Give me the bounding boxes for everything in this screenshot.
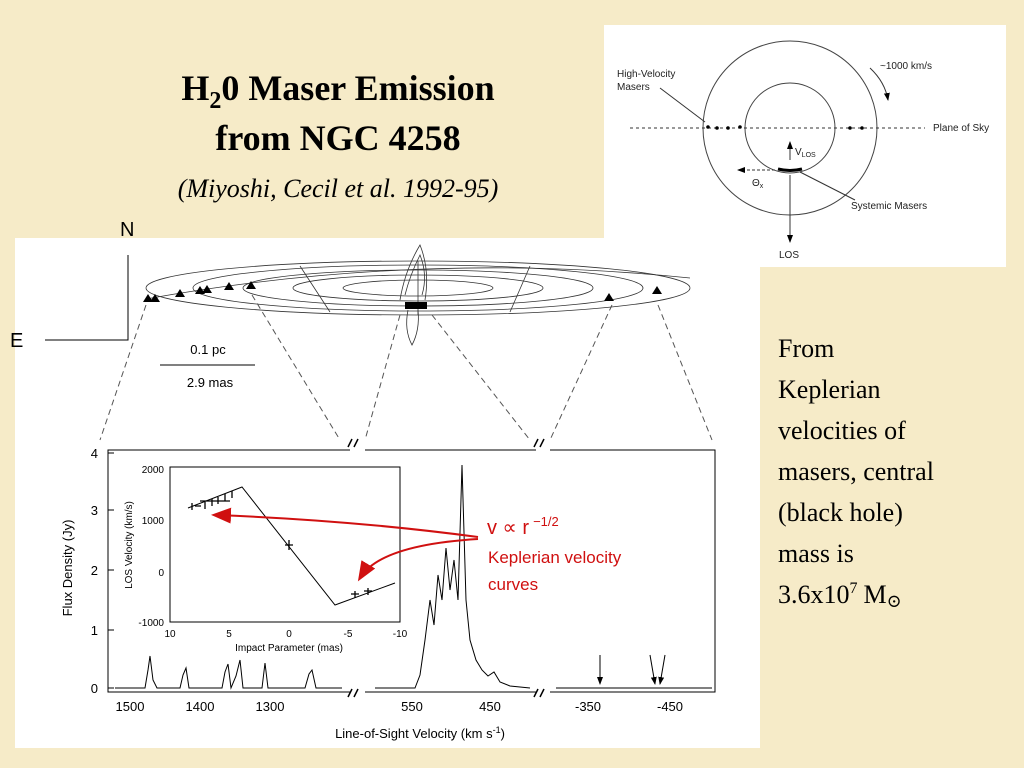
text-unit: M bbox=[864, 580, 887, 609]
text-line: velocities of bbox=[778, 416, 906, 445]
zoom-lines bbox=[99, 294, 713, 441]
compass bbox=[45, 255, 129, 341]
x-title-close: ) bbox=[501, 726, 505, 741]
spectrum-frames bbox=[107, 449, 716, 693]
y-ticks bbox=[108, 452, 114, 689]
label: LOS bbox=[779, 250, 799, 261]
y-tick-label: 2 bbox=[91, 563, 98, 578]
title-line1: H20 Maser Emission bbox=[181, 68, 494, 114]
x-tick-label: 450 bbox=[479, 699, 501, 714]
label: Plane of Sky bbox=[933, 123, 989, 134]
y-tick-label: 0 bbox=[91, 681, 98, 696]
scale-pc: 0.1 pc bbox=[190, 342, 226, 357]
subtitle: (Miyoshi, Cecil et al. 1992-95) bbox=[178, 174, 499, 203]
label: Systemic Masers bbox=[851, 201, 927, 212]
caption: Keplerian velocity bbox=[488, 548, 622, 567]
text-line: 3.6x107 M⊙ bbox=[778, 580, 902, 611]
text-line: From bbox=[778, 334, 834, 363]
maser-triangles bbox=[143, 281, 662, 309]
body-text: From Keplerian velocities of masers, cen… bbox=[778, 334, 934, 611]
spectrum-trace bbox=[115, 464, 712, 690]
x-tick-label: -450 bbox=[657, 699, 683, 714]
label-sub: LOS bbox=[802, 152, 816, 159]
x-tick-label: 1500 bbox=[116, 699, 145, 714]
y-tick-label: -1000 bbox=[138, 618, 164, 629]
diagram-bg bbox=[604, 25, 1006, 267]
text-sup: 7 bbox=[850, 580, 858, 597]
x-tick-label: 550 bbox=[401, 699, 423, 714]
y-tick-label: 3 bbox=[91, 503, 98, 518]
text-sun: ⊙ bbox=[887, 591, 902, 611]
x-tick-label: -350 bbox=[575, 699, 601, 714]
label: ~1000 km/s bbox=[880, 61, 932, 72]
hv-pointer bbox=[659, 87, 706, 123]
x-tick-label: 10 bbox=[164, 629, 176, 640]
y-tick-label: 2000 bbox=[142, 465, 165, 476]
title: H20 Maser Emission from NGC 4258 bbox=[181, 68, 494, 158]
label-part: V bbox=[795, 147, 802, 158]
rotation-arrow bbox=[869, 67, 890, 101]
red-arrow bbox=[357, 538, 479, 582]
label-sub: x bbox=[760, 183, 764, 190]
title-line2: from NGC 4258 bbox=[215, 118, 460, 158]
scale-mas: 2.9 mas bbox=[187, 375, 234, 390]
caption: curves bbox=[488, 575, 538, 594]
formula-sup: −1/2 bbox=[533, 514, 559, 529]
y-axis-title: Flux Density (Jy) bbox=[60, 520, 75, 617]
label: VLOS bbox=[795, 147, 816, 159]
text-line: mass is bbox=[778, 539, 854, 568]
text-main: 3.6x10 bbox=[778, 580, 850, 609]
x-tick-label: 1400 bbox=[186, 699, 215, 714]
inset-x-title: Impact Parameter (mas) bbox=[235, 643, 343, 654]
axis-breaks bbox=[347, 438, 545, 698]
y-tick-label: 0 bbox=[158, 568, 164, 579]
x-tick-label: 5 bbox=[226, 629, 232, 640]
maser-dots bbox=[706, 125, 864, 130]
x-tick-label: -10 bbox=[393, 629, 408, 640]
label: High-Velocity bbox=[617, 69, 675, 80]
arrows bbox=[597, 654, 666, 685]
compass-n: N bbox=[120, 219, 134, 241]
x-title-sup: -1 bbox=[493, 725, 501, 735]
geometry-diagram: High-Velocity Masers ~1000 km/s Plane of… bbox=[604, 25, 1006, 267]
sys-pointer bbox=[799, 171, 856, 201]
text-line: (black hole) bbox=[778, 498, 903, 527]
label-part: Θ bbox=[752, 178, 760, 189]
spectrum: 0 1 2 3 4 Flux Density (Jy) 1500 1400 13… bbox=[60, 438, 716, 741]
x-tick-label: 1300 bbox=[256, 699, 285, 714]
y-tick-label: 1 bbox=[91, 623, 98, 638]
label: Masers bbox=[617, 82, 650, 93]
inset: 2000 1000 0 -1000 10 5 0 -5 -10 Impact P… bbox=[124, 465, 408, 654]
x-tick-label: -5 bbox=[344, 629, 353, 640]
systemic-arc bbox=[777, 167, 803, 172]
compass-e: E bbox=[10, 330, 23, 352]
disk-map: N E 0.1 pc 2.9 mas bbox=[10, 219, 713, 441]
formula-main: v ∝ r bbox=[487, 517, 529, 539]
y-tick-label: 4 bbox=[91, 446, 98, 461]
inset-points bbox=[191, 491, 372, 598]
title-rest: 0 Maser Emission bbox=[221, 68, 494, 108]
red-arrow bbox=[211, 507, 479, 538]
formula: v ∝ r −1/2 bbox=[487, 514, 559, 539]
x-tick-label: 0 bbox=[286, 629, 292, 640]
x-title-main: Line-of-Sight Velocity (km s bbox=[335, 726, 493, 741]
label: Θx bbox=[752, 178, 764, 190]
inset-y-title: LOS Velocity (km/s) bbox=[124, 501, 135, 589]
x-axis-title: Line-of-Sight Velocity (km s-1) bbox=[335, 725, 505, 741]
text-line: masers, central bbox=[778, 457, 934, 486]
text-line: Keplerian bbox=[778, 375, 881, 404]
y-tick-label: 1000 bbox=[142, 516, 165, 527]
title-main: H bbox=[181, 68, 209, 108]
title-sub: 2 bbox=[209, 88, 221, 114]
annotation: v ∝ r −1/2 Keplerian velocity curves bbox=[211, 507, 622, 594]
